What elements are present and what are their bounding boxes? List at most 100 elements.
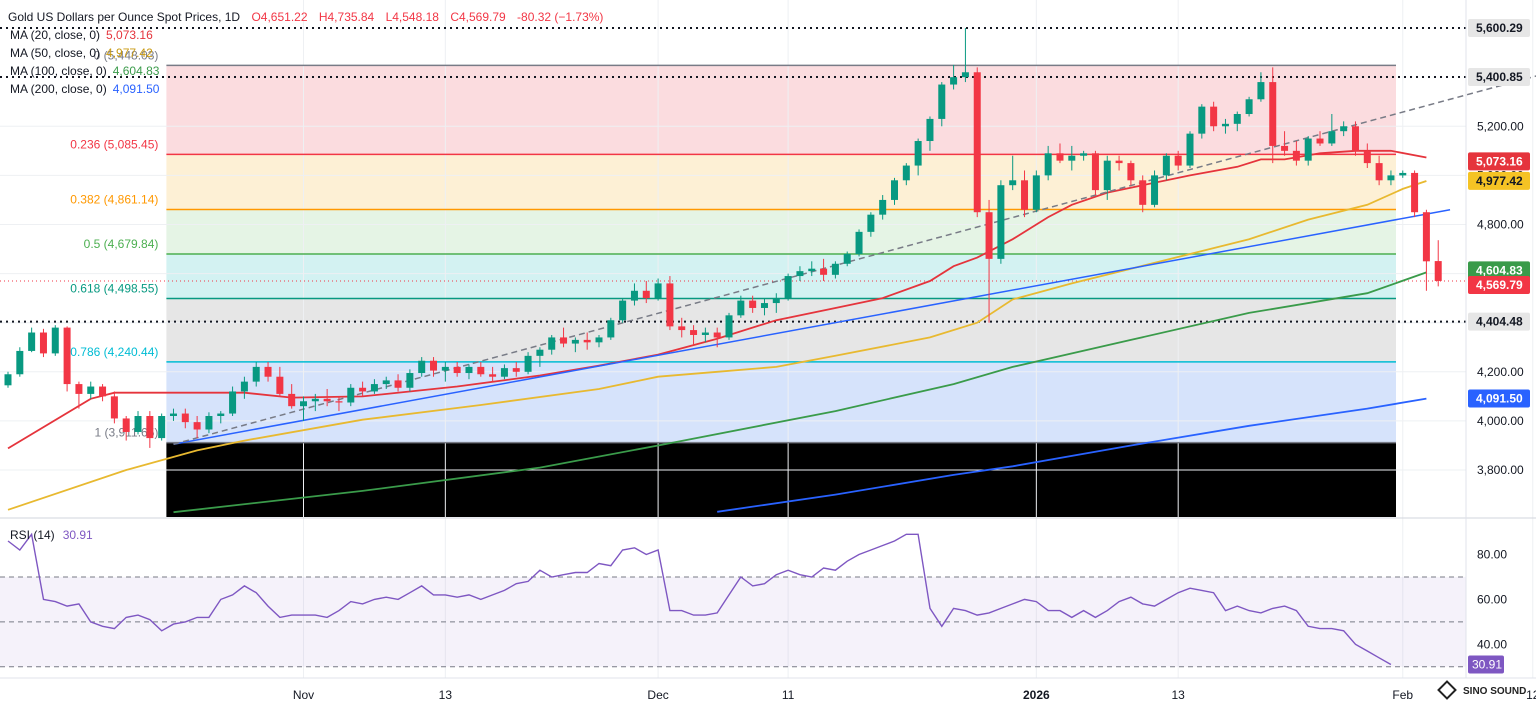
candle (110, 391, 118, 424)
candle-body (808, 268, 816, 272)
candle-body (1103, 160, 1111, 191)
price-badge-text: 5,600.29 (1476, 21, 1523, 35)
candle-body (489, 374, 497, 377)
candle (1375, 155, 1383, 186)
candle (264, 361, 272, 382)
fibonacci-zones (166, 65, 1397, 517)
time-tick-label: 12 (1526, 688, 1536, 702)
ma200-label: MA (200, close, 0) (10, 82, 107, 96)
candle (347, 384, 355, 407)
candle-body (607, 320, 615, 338)
candle (1387, 170, 1395, 186)
candle-body (75, 384, 83, 394)
candle (1363, 143, 1371, 169)
candle-body (784, 276, 792, 299)
fib-zone (166, 298, 1397, 362)
candle (902, 163, 910, 186)
candle (630, 283, 638, 306)
candle-body (512, 368, 520, 372)
candle-body (1044, 153, 1052, 176)
candle-body (820, 268, 828, 275)
candle (51, 325, 59, 356)
price-badge: 4,604.83 (1468, 261, 1530, 280)
candle-body (1411, 172, 1419, 213)
candle (39, 328, 47, 358)
candle (1032, 170, 1040, 213)
candle (1399, 170, 1407, 178)
time-tick-label: 2026 (1023, 688, 1050, 702)
candle-body (311, 398, 319, 402)
price-badge: 4,977.42 (1468, 171, 1530, 190)
candle (500, 364, 508, 380)
price-tick-label: 4,000.00 (1477, 414, 1524, 428)
candle (1162, 153, 1170, 181)
candle (772, 293, 780, 313)
rsi-label: RSI (14) (10, 528, 55, 542)
candle (843, 251, 851, 267)
candle-body (122, 418, 130, 432)
candle (950, 64, 958, 90)
candle-body (879, 199, 887, 215)
candle-body (654, 283, 662, 299)
candle-body (772, 298, 780, 304)
candle-body (99, 386, 107, 397)
candle (252, 361, 260, 387)
candle-body (1198, 106, 1206, 134)
open-value: O4,651.22 (251, 10, 307, 24)
candle-body (1245, 99, 1253, 115)
price-tick-label: 5,200.00 (1477, 119, 1524, 133)
candle-body (1091, 153, 1099, 191)
candle (1068, 145, 1076, 171)
grid-lines (0, 0, 1534, 678)
price-tick-label: 3,800.00 (1477, 463, 1524, 477)
solid-trendline (173, 209, 1451, 445)
candle-body (1115, 160, 1123, 164)
candle-body (630, 290, 638, 301)
ma100-legend: MA (100, close, 0) 4,604.83 (10, 64, 160, 78)
candle-body (335, 401, 343, 403)
candle-body (1139, 180, 1147, 205)
candle-body (359, 387, 367, 392)
price-badge-text: 5,073.16 (1476, 154, 1523, 168)
candle (193, 415, 201, 439)
candle-body (1056, 153, 1064, 161)
candle-body (1068, 155, 1076, 161)
candle-body (1233, 114, 1241, 124)
candle-body (146, 415, 154, 439)
candle (1021, 170, 1029, 218)
candle (760, 298, 768, 316)
rsi-tick-label: 60.00 (1477, 592, 1507, 606)
rsi-badge-text: 30.91 (1472, 658, 1502, 672)
candle-body (642, 290, 650, 299)
candle (1186, 131, 1194, 169)
candle (359, 381, 367, 397)
price-badge-bg (1468, 312, 1530, 331)
candle-body (205, 415, 213, 430)
candle (441, 361, 449, 382)
candle-body (1422, 212, 1430, 262)
price-badge-text: 4,604.83 (1476, 263, 1523, 277)
candle-body (240, 381, 248, 392)
candle (335, 396, 343, 412)
ma50-legend: MA (50, close, 0) 4,977.42 (10, 46, 153, 60)
price-badge: 5,600.29 (1468, 19, 1530, 37)
fib-label-0.5: 0.5 (4,679.84) (84, 237, 159, 251)
candle-body (16, 350, 24, 375)
candle (169, 408, 177, 421)
candle (489, 366, 497, 382)
candle-body (1328, 131, 1336, 144)
candle-body (1021, 180, 1029, 210)
candle-body (902, 165, 910, 181)
candle-body (997, 185, 1005, 259)
fib-label-0.786: 0.786 (4,240.44) (70, 345, 158, 359)
candle (382, 376, 390, 389)
candle-body (276, 376, 284, 394)
ma200-line (717, 397, 1427, 513)
price-badge-bg (1468, 67, 1530, 86)
candle (548, 334, 556, 355)
candle-body (1399, 172, 1407, 176)
candle (1080, 150, 1088, 161)
candle-body (4, 374, 12, 386)
candle (134, 411, 142, 435)
